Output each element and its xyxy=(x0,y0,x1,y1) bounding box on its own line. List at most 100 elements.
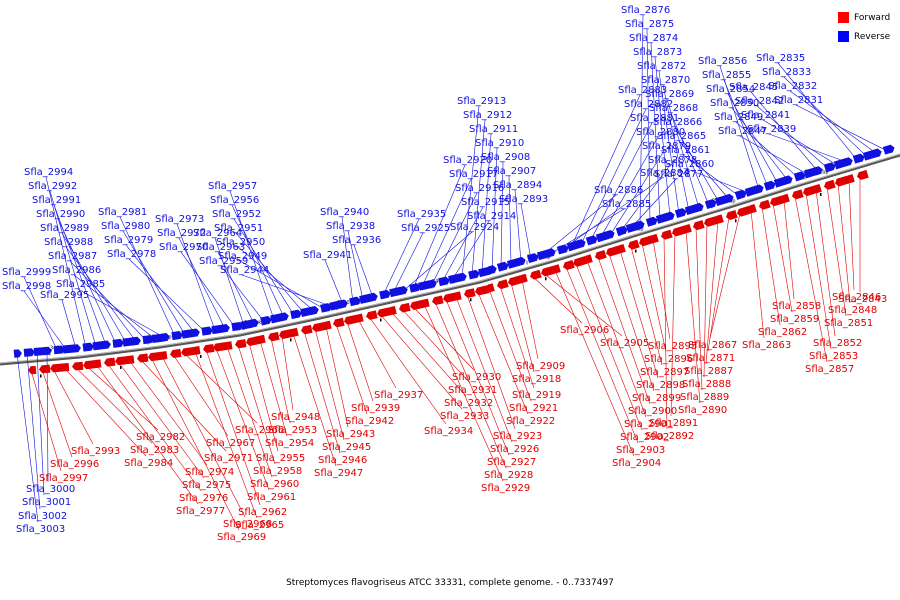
reverse-leader-line xyxy=(500,161,504,268)
reverse-gene-label: Sfla_2964 xyxy=(193,228,242,239)
reverse-gene-label: Sfla_2850 xyxy=(710,98,759,109)
forward-gene-arrow xyxy=(203,343,215,354)
reverse-gene-arrow xyxy=(882,144,895,155)
reverse-gene-arrow xyxy=(72,344,81,353)
reverse-gene-arrow xyxy=(645,216,658,227)
forward-leader-line xyxy=(670,233,676,417)
reverse-gene-label: Sfla_2991 xyxy=(32,195,81,206)
forward-leader-line xyxy=(52,368,94,445)
forward-gene-arrow xyxy=(159,351,168,360)
forward-gene-arrow xyxy=(290,327,299,337)
forward-gene-label: Sfla_2937 xyxy=(374,390,423,401)
reverse-gene-arrow xyxy=(635,220,645,230)
forward-gene-arrow xyxy=(857,169,869,180)
reverse-leader-line xyxy=(178,237,226,329)
reverse-gene-arrow xyxy=(53,345,65,355)
forward-gene-arrow xyxy=(639,235,654,247)
reverse-leader-line xyxy=(233,218,295,316)
reverse-gene-label: Sfla_2835 xyxy=(756,53,805,64)
forward-gene-arrow xyxy=(715,214,724,224)
forward-gene-label: Sfla_2926 xyxy=(490,444,539,455)
reverse-leader-line xyxy=(229,190,275,320)
reverse-leader-line xyxy=(347,230,364,301)
reverse-leader-line xyxy=(662,84,690,212)
reverse-gene-label: Sfla_2869 xyxy=(645,89,694,100)
reverse-gene-label: Sfla_2878 xyxy=(648,155,697,166)
forward-gene-label: Sfla_2953 xyxy=(268,425,317,436)
reverse-gene-arrow xyxy=(43,346,52,356)
feature-marker xyxy=(635,249,637,253)
forward-swatch xyxy=(838,12,849,23)
reverse-gene-arrow xyxy=(132,336,141,346)
forward-gene-arrow xyxy=(737,205,752,217)
forward-gene-label: Sfla_2851 xyxy=(824,318,873,329)
reverse-gene-arrow xyxy=(763,180,776,191)
forward-gene-label: Sfla_2945 xyxy=(322,442,371,453)
forward-gene-label: Sfla_2943 xyxy=(326,429,375,440)
forward-leader-line xyxy=(335,323,368,415)
forward-leader-line xyxy=(401,309,471,384)
reverse-leader-line xyxy=(61,299,77,349)
forward-leader-line xyxy=(226,346,273,478)
forward-leader-line xyxy=(194,351,258,519)
forward-gene-label: Sfla_2871 xyxy=(686,353,735,364)
reverse-leader-line xyxy=(560,177,663,251)
forward-gene-arrow xyxy=(115,355,130,366)
forward-gene-arrow xyxy=(661,229,673,240)
forward-leader-line xyxy=(445,299,510,456)
reverse-gene-label: Sfla_2973 xyxy=(155,214,204,225)
reverse-gene-label: Sfla_2877 xyxy=(654,169,703,180)
reverse-gene-arrow xyxy=(260,315,272,326)
forward-gene-label: Sfla_2902 xyxy=(620,432,669,443)
forward-leader-line xyxy=(390,311,467,397)
forward-gene-label: Sfla_2932 xyxy=(444,398,493,409)
reverse-gene-label: Sfla_2989 xyxy=(40,223,89,234)
reverse-gene-arrow xyxy=(171,331,183,341)
reverse-gene-arrow xyxy=(339,299,348,309)
reverse-gene-label: Sfla_2936 xyxy=(332,235,381,246)
forward-gene-label: Sfla_2933 xyxy=(440,411,489,422)
reverse-gene-label: Sfla_3002 xyxy=(18,511,67,522)
reverse-gene-label: Sfla_2874 xyxy=(629,33,678,44)
reverse-gene-arrow xyxy=(852,153,865,164)
forward-gene-label: Sfla_2927 xyxy=(487,457,536,468)
leader-line-layer xyxy=(16,14,888,531)
map-caption: Streptomyces flavogriseus ATCC 33331, co… xyxy=(286,578,614,588)
forward-leader-line xyxy=(117,361,205,479)
forward-gene-arrow xyxy=(759,199,771,210)
forward-leader-line xyxy=(106,362,202,492)
reverse-leader-line xyxy=(461,105,480,278)
reverse-gene-label: Sfla_3003 xyxy=(16,524,65,535)
forward-gene-arrow xyxy=(792,189,804,200)
forward-leader-line xyxy=(357,318,397,389)
reverse-gene-label: Sfla_2985 xyxy=(56,279,105,290)
reverse-leader-line xyxy=(619,164,671,233)
forward-gene-arrow xyxy=(443,292,458,303)
legend-label-reverse: Reverse xyxy=(854,31,891,42)
reverse-leader-line xyxy=(768,133,849,163)
reverse-gene-arrow xyxy=(694,202,704,213)
reverse-gene-label: Sfla_2940 xyxy=(320,207,369,218)
genome-backbone xyxy=(0,153,900,366)
reverse-gene-arrow xyxy=(161,333,170,342)
forward-leader-line xyxy=(575,263,643,431)
reverse-leader-line xyxy=(16,353,39,523)
forward-gene-arrow xyxy=(28,365,37,375)
reverse-leader-line xyxy=(762,119,839,166)
reverse-leader-line xyxy=(686,168,750,194)
reverse-gene-label: Sfla_2847 xyxy=(718,126,767,137)
forward-leader-line xyxy=(259,340,288,437)
forward-leader-line xyxy=(761,206,781,326)
forward-leader-line xyxy=(554,270,635,457)
reverse-gene-arrow xyxy=(615,225,628,237)
forward-gene-label: Sfla_2968 xyxy=(223,519,272,530)
forward-gene-label: Sfla_2955 xyxy=(256,453,305,464)
reverse-gene-arrow xyxy=(487,265,497,275)
forward-leader-line xyxy=(248,342,279,452)
forward-gene-label: Sfla_2977 xyxy=(176,506,225,517)
reverse-leader-line xyxy=(73,274,156,340)
reverse-leader-line xyxy=(589,122,653,242)
forward-leader-line xyxy=(172,354,229,437)
forward-gene-label: Sfla_2971 xyxy=(204,453,253,464)
forward-leader-line xyxy=(707,217,730,352)
